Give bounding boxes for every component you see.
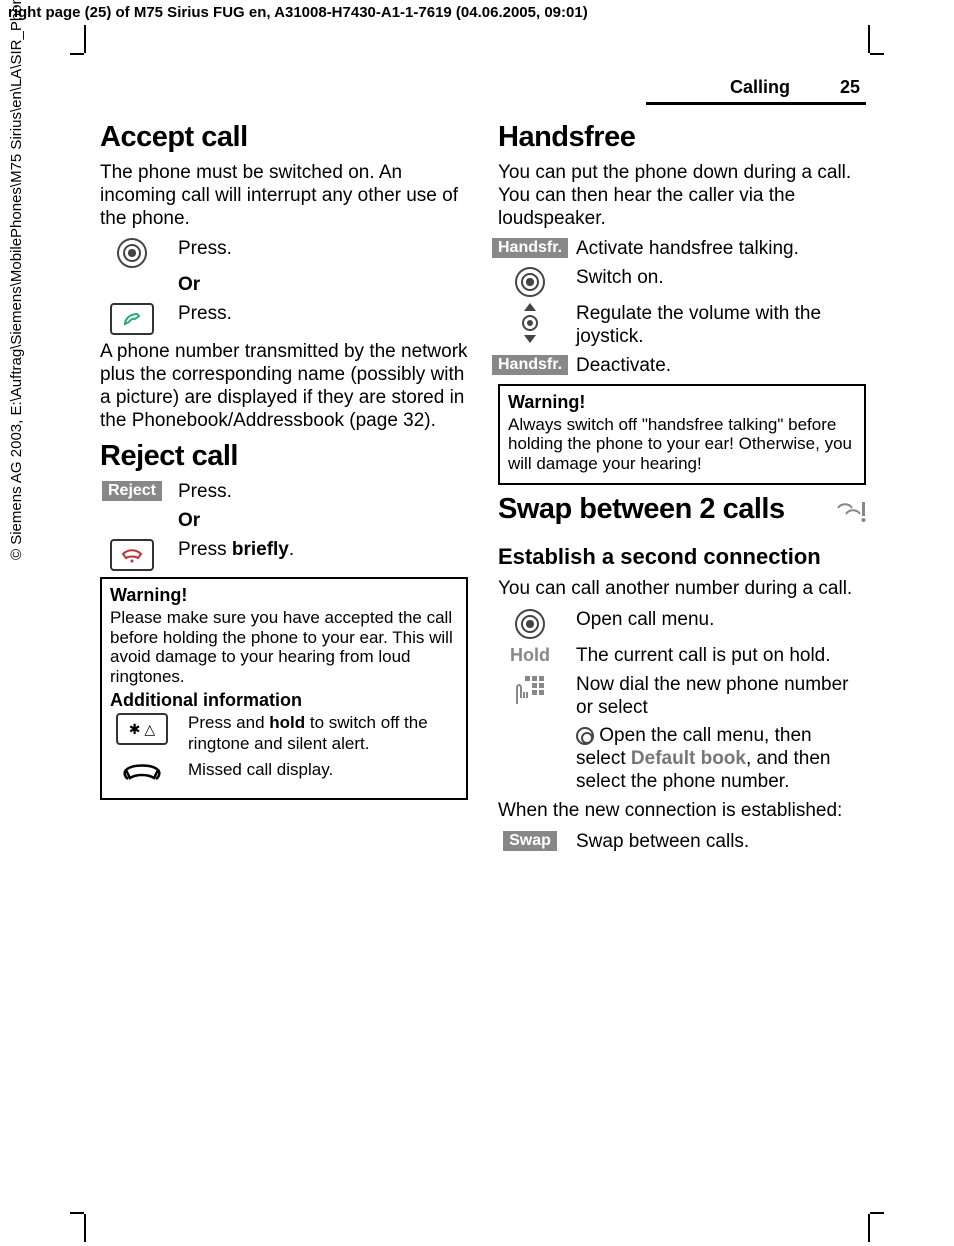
page-content: Calling 25 Accept call The phone must be… — [100, 65, 866, 859]
swap-subtitle: Establish a second connection — [498, 544, 866, 570]
call-key-icon — [110, 303, 154, 335]
page-header: Calling 25 — [100, 77, 866, 102]
warning-title: Warning! — [110, 585, 458, 606]
addl-info-2: Missed call display. — [188, 760, 458, 780]
joystick-icon — [515, 267, 545, 297]
star-key-icon: ✱ △ — [116, 713, 168, 745]
swap-intro: You can call another number during a cal… — [498, 578, 866, 601]
top-header: right page (25) of M75 Sirius FUG en, A3… — [0, 0, 954, 25]
accept-call-intro: The phone must be switched on. An incomi… — [100, 162, 468, 230]
warning-box: Warning! Please make sure you have accep… — [100, 577, 468, 800]
warning-body: Please make sure you have accepted the c… — [110, 608, 458, 686]
handsfree-title: Handsfree — [498, 121, 866, 154]
swap-established: When the new connection is established: — [498, 800, 866, 823]
handsfr-softkey-2: Handsfr. — [492, 355, 568, 375]
joystick-inline-icon — [576, 727, 594, 745]
keypad-icon — [498, 674, 562, 708]
accept-press1: Press. — [178, 238, 468, 261]
handsfree-intro: You can put the phone down during a call… — [498, 162, 866, 230]
hf-warning-body: Always switch off "handsfree talking" be… — [508, 415, 856, 474]
reject-press-briefly: Press briefly. — [178, 539, 468, 562]
section-title: Calling — [730, 77, 790, 98]
addl-info-1: Press and hold to switch off the rington… — [188, 713, 458, 754]
left-column: Accept call The phone must be switched o… — [100, 121, 468, 859]
swap-action: Swap between calls. — [576, 831, 866, 854]
crop-marks-top — [70, 25, 884, 65]
swap-open-menu: Open call menu. — [576, 609, 866, 632]
missed-call-icon — [110, 760, 174, 786]
hf-switch: Switch on. — [576, 267, 866, 290]
page-number: 25 — [840, 77, 860, 98]
swap-dial: Now dial the new phone number or select — [576, 674, 866, 720]
header-underline — [646, 102, 866, 105]
joystick-icon — [515, 609, 545, 639]
swap-softkey: Swap — [503, 831, 557, 851]
hf-volume: Regulate the volume with the joystick. — [576, 303, 866, 349]
swap-openmenu-detail: Open the call menu, then select Default … — [576, 725, 866, 793]
swap-title: Swap between 2 calls — [498, 493, 785, 526]
hf-deactivate: Deactivate. — [576, 355, 866, 378]
joystick-icon — [117, 238, 147, 268]
left-vertical-text: © Siemens AG 2003, E:\Auftrag\Siemens\Mo… — [8, 60, 25, 560]
hf-warning-title: Warning! — [508, 392, 856, 413]
or-label-2: Or — [178, 510, 468, 533]
crop-marks-bottom — [70, 1202, 884, 1242]
swap-icon — [832, 498, 866, 529]
accept-call-title: Accept call — [100, 121, 468, 154]
right-vertical-text: Template: X75, Version 2.1; VAR Language… — [926, 0, 946, 30]
swap-hold-text: The current call is put on hold. — [576, 645, 866, 668]
reject-press: Press. — [178, 481, 468, 504]
reject-call-title: Reject call — [100, 440, 468, 473]
end-key-icon — [110, 539, 154, 571]
hf-warning-box: Warning! Always switch off "handsfree ta… — [498, 384, 866, 486]
handsfr-softkey: Handsfr. — [492, 238, 568, 258]
joystick-updown-icon — [498, 303, 562, 343]
right-column: Handsfree You can put the phone down dur… — [498, 121, 866, 859]
accept-press2: Press. — [178, 303, 468, 326]
accept-body: A phone number transmitted by the networ… — [100, 341, 468, 432]
or-label: Or — [178, 274, 468, 297]
hold-label: Hold — [510, 645, 550, 666]
reject-softkey: Reject — [102, 481, 162, 501]
hf-activate: Activate handsfree talking. — [576, 238, 866, 261]
additional-info-title: Additional information — [110, 690, 458, 711]
